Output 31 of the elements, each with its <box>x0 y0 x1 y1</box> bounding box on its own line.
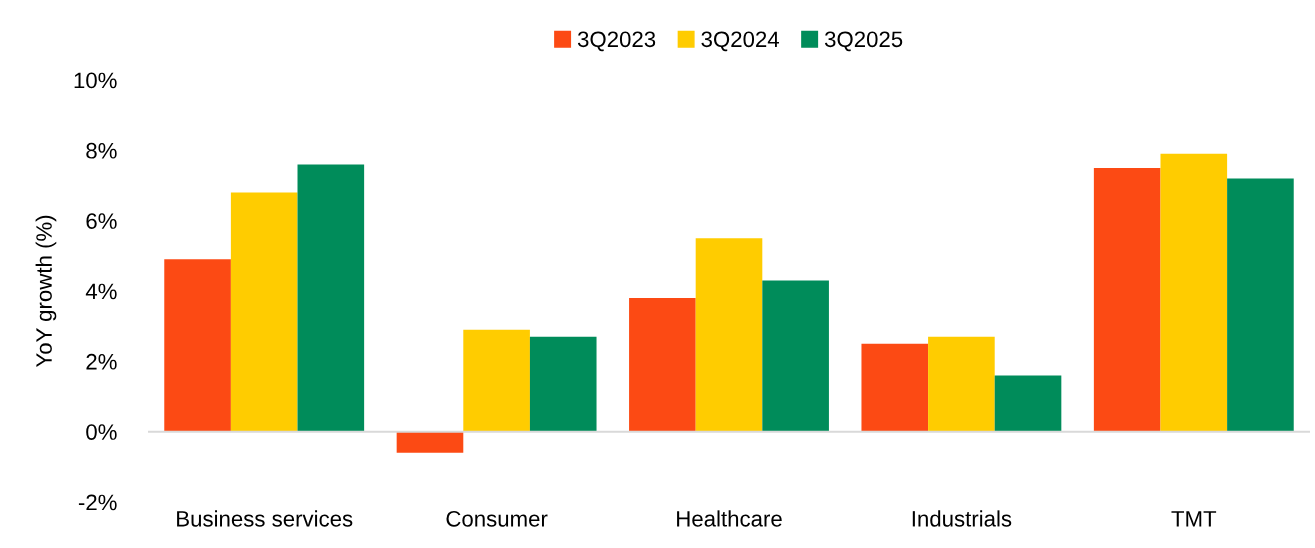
y-tick-label: -2% <box>78 494 117 511</box>
bar <box>762 280 829 432</box>
bar <box>164 259 231 432</box>
y-tick-label: 6% <box>86 213 117 229</box>
y-axis-title: YoY growth (%) <box>35 215 57 368</box>
x-tick-label: TMT <box>1171 511 1217 527</box>
bar <box>529 336 597 432</box>
y-tick-label: 10% <box>74 72 117 89</box>
x-tick-label: Healthcare <box>677 510 782 527</box>
y-tick-label: 0% <box>86 424 117 440</box>
bar <box>1227 178 1294 432</box>
y-tick-label: 2% <box>86 353 117 370</box>
bar <box>695 238 763 432</box>
y-tick-label: 8% <box>86 142 117 159</box>
bar <box>230 192 298 432</box>
bar <box>994 375 1062 432</box>
bar <box>629 298 696 432</box>
bar <box>1093 167 1161 432</box>
bar <box>861 343 929 432</box>
x-tick-label: Consumer <box>446 510 548 527</box>
bar <box>928 336 995 432</box>
bar <box>297 164 365 432</box>
y-tick-label: 4% <box>85 283 117 300</box>
legend-label: 3Q2024 <box>701 31 779 52</box>
bar <box>396 431 464 453</box>
x-tick-label: Industrials <box>912 510 1012 527</box>
bar <box>463 329 530 432</box>
legend-label: 3Q2025 <box>824 31 903 52</box>
x-tick-label: Business services <box>177 510 353 527</box>
bar <box>1160 153 1228 432</box>
legend-label: 3Q2023 <box>577 31 656 52</box>
